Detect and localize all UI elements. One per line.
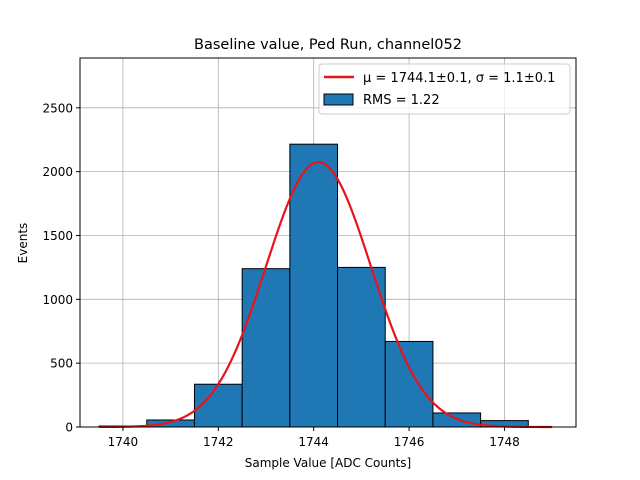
x-tick-label: 1740 — [108, 435, 139, 449]
x-axis-label: Sample Value [ADC Counts] — [245, 456, 411, 470]
y-tick-label: 2000 — [42, 165, 73, 179]
legend-fit-label: μ = 1744.1±0.1, σ = 1.1±0.1 — [363, 71, 555, 86]
x-tick-label: 1746 — [394, 435, 425, 449]
x-tick-label: 1744 — [298, 435, 329, 449]
gaussian-fit-layer — [99, 160, 553, 429]
histogram-bar — [384, 340, 434, 428]
gaussian-fit-curve — [99, 160, 553, 429]
y-tick-label: 1000 — [42, 293, 73, 307]
y-tick-label: 2500 — [42, 101, 73, 115]
legend-hist-swatch — [323, 93, 354, 106]
chart-title: Baseline value, Ped Run, channel052 — [194, 37, 462, 53]
legend: μ = 1744.1±0.1, σ = 1.1±0.1 RMS = 1.22 — [318, 63, 571, 115]
histogram-bar — [289, 143, 339, 428]
legend-box — [318, 63, 571, 115]
y-tick-label: 1500 — [42, 229, 73, 243]
axis-ticks: 1740 1742 1744 1746 1748 0 500 1000 1500 2000 2500 — [42, 101, 519, 449]
y-axis-label: Events — [16, 223, 30, 264]
histogram-bar — [337, 266, 386, 428]
y-tick-label: 0 — [65, 421, 73, 435]
y-tick-label: 500 — [50, 357, 73, 371]
histogram-bars — [98, 143, 529, 428]
axes-frame — [79, 57, 577, 428]
x-tick-label: 1742 — [203, 435, 234, 449]
legend-hist-label: RMS = 1.22 — [363, 93, 440, 108]
x-tick-label: 1748 — [489, 435, 520, 449]
histogram-bar — [241, 268, 291, 428]
